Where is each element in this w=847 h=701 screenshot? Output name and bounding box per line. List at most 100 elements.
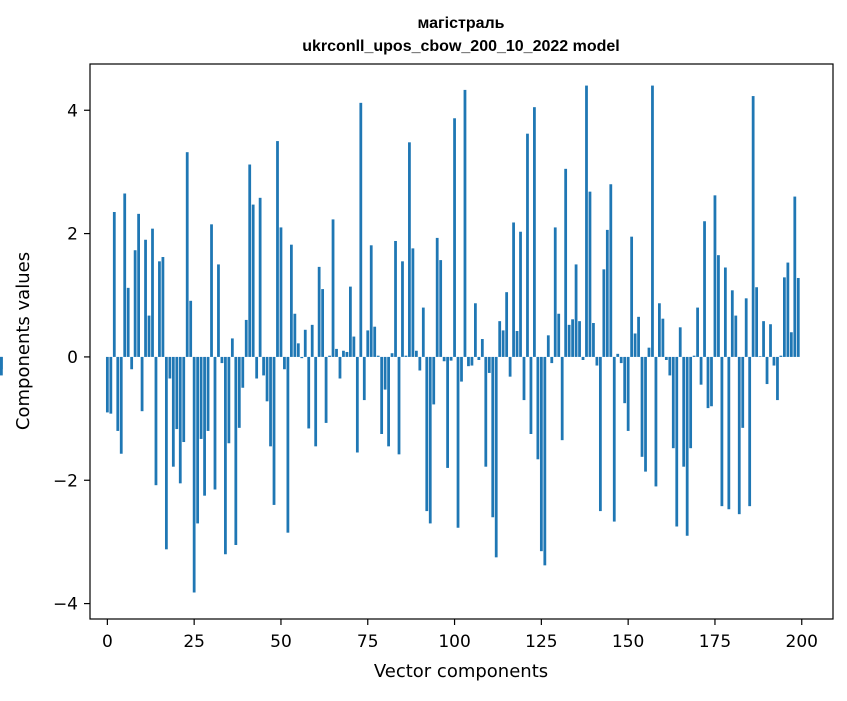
bar-158 [654, 356, 658, 487]
bar-141 [595, 356, 599, 366]
bar-111 [491, 356, 495, 518]
x-tick-label: 175 [699, 632, 731, 652]
bar-75 [366, 330, 370, 357]
bar-112 [494, 356, 498, 558]
bar-38 [237, 356, 241, 428]
bar-86 [404, 355, 408, 357]
bar-30 [210, 224, 213, 357]
bar-10 [140, 356, 144, 412]
bar-54 [293, 313, 297, 357]
bar-17 [164, 356, 168, 550]
x-tick-label: 25 [183, 632, 205, 652]
bar-189 [762, 321, 765, 357]
bar-19 [171, 356, 175, 467]
bar-44 [258, 197, 262, 357]
bar-126 [543, 356, 547, 566]
bar-110 [487, 356, 491, 373]
bar-7 [130, 356, 134, 370]
bar-172 [703, 221, 706, 357]
bar-169 [692, 355, 696, 357]
bar-6 [126, 287, 130, 357]
bar-121 [526, 133, 529, 357]
chart-title-line-1: магістраль [417, 15, 504, 32]
bar-196 [786, 262, 790, 357]
bar-64 [328, 355, 331, 357]
y-tick-label: −2 [53, 471, 78, 491]
bar-0 [105, 356, 109, 413]
bar-115 [505, 292, 509, 357]
bar-162 [668, 356, 672, 376]
x-axis-ticks: 0 25 50 75 100 125 150 175 200 [102, 619, 818, 652]
bar-107 [477, 356, 481, 360]
bar-74 [362, 356, 366, 401]
bar-56 [300, 356, 304, 359]
bar-125 [539, 356, 543, 552]
bar-185 [748, 356, 752, 507]
x-tick-label: 150 [612, 632, 644, 652]
bar-118 [515, 331, 519, 357]
bar-95 [435, 237, 439, 357]
bar-92 [425, 356, 429, 512]
bar-105 [470, 356, 474, 366]
bar-157 [651, 85, 654, 357]
bar-41 [248, 164, 252, 357]
bar-80 [383, 356, 387, 390]
bar-24 [189, 300, 193, 357]
bar-83 [394, 240, 397, 357]
bar-183 [741, 356, 745, 428]
bar-154 [640, 356, 644, 457]
bar-128 [550, 356, 554, 364]
bar-117 [512, 222, 515, 357]
bar-194 [779, 355, 783, 357]
bar-88 [411, 248, 415, 357]
bar-168 [689, 356, 693, 449]
bar-12 [147, 315, 151, 357]
bar-137 [581, 356, 585, 360]
bar-119 [519, 231, 522, 357]
bar-108 [480, 339, 484, 357]
bar-26 [196, 356, 200, 524]
bar-46 [265, 356, 269, 402]
bar-87 [408, 142, 411, 357]
bar-63 [324, 356, 328, 423]
bar-36 [230, 338, 234, 357]
bar-8 [133, 250, 137, 357]
bar-1 [109, 356, 113, 414]
bar-23 [185, 152, 189, 357]
bar-150 [626, 356, 630, 431]
bar-116 [508, 356, 512, 377]
x-axis-label: Vector components [374, 661, 548, 682]
bar-60 [314, 356, 318, 447]
bar-198 [793, 196, 797, 357]
bar-89 [414, 350, 418, 357]
bar-114 [501, 330, 505, 357]
bar-31 [213, 356, 217, 490]
bar-77 [373, 326, 377, 357]
bar-25 [192, 356, 196, 593]
x-tick-label: 200 [786, 632, 818, 652]
bar-164 [675, 356, 679, 527]
bar-45 [262, 356, 265, 376]
bar-37 [234, 356, 238, 545]
bar-173 [706, 356, 710, 409]
bar-40 [244, 319, 248, 357]
bar-156 [647, 347, 651, 357]
bar-161 [664, 356, 668, 360]
bar-191 [769, 324, 772, 357]
bar-61 [317, 266, 321, 357]
bar-55 [296, 343, 300, 357]
bar-20 [175, 356, 179, 430]
bar-102 [460, 356, 463, 382]
bar-52 [286, 356, 290, 533]
bar-18 [168, 356, 172, 379]
bar-42 [251, 204, 255, 357]
bar-178 [723, 267, 727, 357]
bar-188 [758, 356, 762, 357]
bar-32 [217, 264, 220, 357]
bar-33 [220, 356, 224, 364]
bar-170 [696, 307, 699, 357]
bar-195 [783, 277, 786, 357]
bar-123 [533, 107, 536, 357]
bar-144 [605, 229, 609, 357]
